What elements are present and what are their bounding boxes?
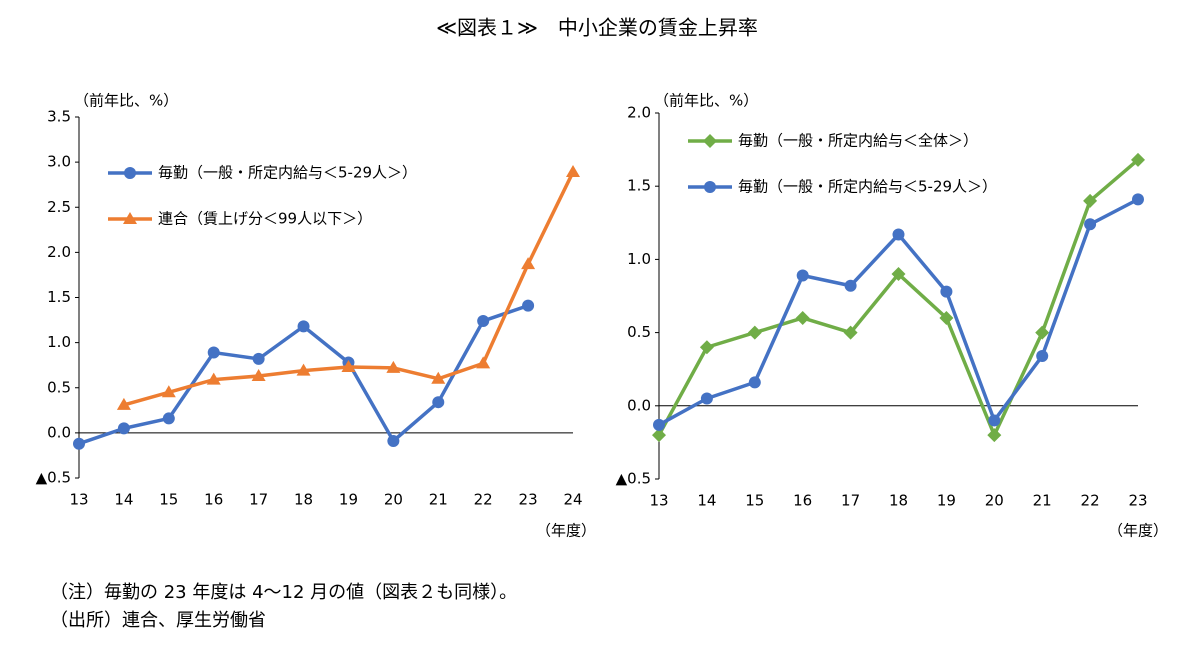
x-axis-label: （年度） <box>536 522 596 540</box>
data-point <box>341 359 356 372</box>
x-tick-label: 20 <box>384 491 403 509</box>
x-tick-label: 18 <box>889 492 908 510</box>
data-point <box>988 414 1001 427</box>
data-point <box>1083 193 1098 208</box>
data-point <box>432 396 445 409</box>
x-tick-label: 13 <box>649 492 668 510</box>
y-tick-label: ▲0.5 <box>36 469 71 487</box>
data-point <box>522 299 535 312</box>
y-tick-label: 2.5 <box>47 198 71 216</box>
y-tick-label: 1.5 <box>47 288 71 306</box>
data-point <box>207 346 220 359</box>
y-tick-label: 0.0 <box>47 423 71 441</box>
data-point <box>297 320 310 333</box>
data-point <box>939 310 954 325</box>
data-point <box>843 325 858 340</box>
data-point <box>699 340 714 355</box>
y-tick-label: 3.0 <box>47 153 71 171</box>
x-tick-label: 18 <box>294 491 313 509</box>
data-point <box>117 422 130 435</box>
y-tick-label: 3.5 <box>47 108 71 126</box>
data-point <box>252 352 265 365</box>
data-line <box>657 158 1140 437</box>
data-point <box>796 269 809 282</box>
x-tick-label: 15 <box>745 492 764 510</box>
data-point <box>206 372 221 385</box>
data-point <box>747 325 762 340</box>
data-point <box>116 397 131 410</box>
x-tick-label: 15 <box>159 491 178 509</box>
x-tick-label: 14 <box>697 492 716 510</box>
x-tick-label: 19 <box>937 492 956 510</box>
y-tick-label: ▲0.5 <box>616 470 651 488</box>
legend-marker <box>124 167 136 179</box>
x-tick-label: 23 <box>519 491 538 509</box>
data-point <box>73 437 85 450</box>
data-point <box>748 376 761 389</box>
x-tick-label: 13 <box>69 491 88 509</box>
x-tick-label: 23 <box>1128 492 1147 510</box>
y-axis-label: （前年比、%） <box>654 92 758 110</box>
y-axis-label: （前年比、%） <box>74 92 178 110</box>
legend-label: 毎勤（一般・所定内給与＜5-29人＞） <box>738 178 997 196</box>
data-point <box>521 257 536 270</box>
x-tick-label: 16 <box>204 491 223 509</box>
x-tick-label: 22 <box>474 491 493 509</box>
data-point <box>940 285 953 298</box>
data-point <box>476 356 491 369</box>
legend-label: 毎勤（一般・所定内給与＜全体＞） <box>738 132 978 150</box>
data-point <box>296 363 311 376</box>
page-title: ≪図表１≫ 中小企業の賃金上昇率 <box>436 16 758 40</box>
data-point <box>477 314 490 327</box>
data-point <box>1084 218 1097 231</box>
data-point <box>162 412 175 425</box>
x-tick-label: 17 <box>249 491 268 509</box>
y-tick-label: 1.0 <box>47 333 71 351</box>
data-point <box>844 279 857 292</box>
data-point <box>251 369 266 382</box>
legend-marker <box>703 134 717 148</box>
data-point <box>386 360 401 373</box>
y-tick-label: 2.0 <box>627 104 651 122</box>
data-point <box>653 418 665 431</box>
x-axis-label: （年度） <box>1108 522 1168 540</box>
x-tick-label: 16 <box>793 492 812 510</box>
x-tick-label: 17 <box>841 492 860 510</box>
data-point <box>1131 152 1145 167</box>
x-tick-label: 19 <box>339 491 358 509</box>
x-tick-label: 24 <box>563 491 582 509</box>
x-tick-label: 20 <box>985 492 1004 510</box>
data-point <box>566 165 580 178</box>
data-point <box>891 267 906 282</box>
data-point <box>987 428 1002 443</box>
y-tick-label: 0.5 <box>47 378 71 396</box>
x-tick-label: 21 <box>429 491 448 509</box>
y-tick-label: 1.0 <box>627 250 651 268</box>
data-point <box>161 385 176 398</box>
legend-label: 連合（賃上げ分＜99人以下＞） <box>158 210 372 228</box>
data-point <box>795 310 810 325</box>
data-point <box>1035 325 1050 340</box>
y-tick-label: 0.5 <box>627 323 651 341</box>
legend-label: 毎勤（一般・所定内給与＜5-29人＞） <box>158 164 417 182</box>
data-point <box>387 434 400 447</box>
data-point <box>1036 350 1049 363</box>
legend-marker <box>123 212 137 224</box>
note: （注）毎勤の 23 年度は 4～12 月の値（図表２も同様）。 <box>50 582 517 603</box>
data-point <box>1132 193 1144 206</box>
y-tick-label: 1.5 <box>627 177 651 195</box>
x-tick-label: 14 <box>114 491 133 509</box>
y-tick-label: 0.0 <box>627 396 651 414</box>
x-tick-label: 22 <box>1081 492 1100 510</box>
data-point <box>652 428 666 443</box>
data-point <box>700 392 713 405</box>
data-point <box>892 228 905 241</box>
x-tick-label: 21 <box>1033 492 1052 510</box>
legend-marker <box>704 181 716 193</box>
data-point <box>431 371 446 384</box>
y-tick-label: 2.0 <box>47 243 71 261</box>
note: （出所）連合、厚生労働省 <box>50 610 266 631</box>
